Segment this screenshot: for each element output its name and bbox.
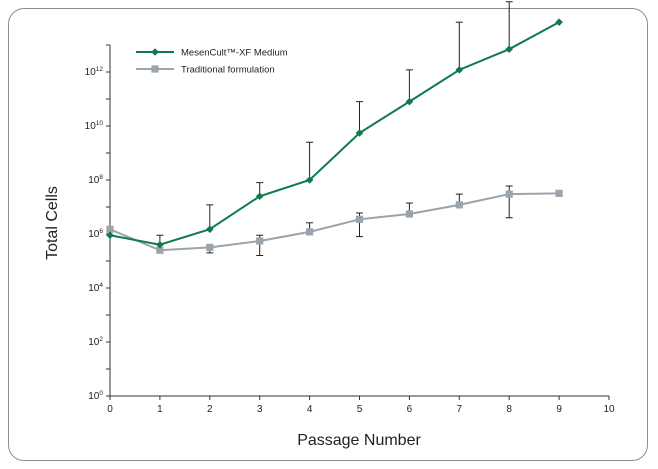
series-layer <box>106 1 563 256</box>
y-tick-label: 106 <box>88 228 103 240</box>
data-point <box>355 215 364 223</box>
series <box>106 18 563 249</box>
data-point <box>355 129 364 137</box>
x-axis-title: Passage Number <box>297 432 421 449</box>
chart-frame <box>8 8 648 461</box>
data-point <box>555 189 563 197</box>
data-point <box>151 48 159 56</box>
y-axis-title: Total Cells <box>44 186 61 260</box>
x-tick-label: 0 <box>107 404 113 415</box>
data-point <box>405 210 413 218</box>
x-tick-label: 9 <box>556 404 562 415</box>
axes: 100 102 104 106 108 1010 1012 0 1 2 3 4 5 6 7 8 9 10 <box>85 44 615 415</box>
data-point <box>151 65 159 73</box>
data-point <box>106 225 114 233</box>
x-tick-label: 5 <box>357 404 363 415</box>
y-tick-label: 108 <box>88 174 103 186</box>
series <box>106 189 563 254</box>
x-tick-label: 7 <box>457 404 463 415</box>
data-point <box>405 97 414 106</box>
series-line <box>109 192 560 252</box>
legend-item: MesenCult™-XF Medium <box>136 48 288 59</box>
y-tick-label: 104 <box>88 282 103 294</box>
x-tick-label: 3 <box>257 404 263 415</box>
data-point <box>555 18 563 26</box>
data-point <box>206 243 214 251</box>
x-tick-label: 4 <box>307 404 313 415</box>
x-tick-label: 1 <box>157 404 163 415</box>
data-point <box>455 66 464 74</box>
series-error-bars <box>206 185 513 256</box>
x-tick-label: 2 <box>207 404 213 415</box>
data-point <box>106 231 114 240</box>
data-point <box>206 225 214 234</box>
y-tick-label: 102 <box>88 336 103 348</box>
data-point <box>156 246 164 254</box>
y-tick-label: 1012 <box>85 66 104 78</box>
data-point <box>305 176 314 184</box>
data-point <box>255 192 264 201</box>
data-point <box>156 240 164 249</box>
series-line <box>109 21 560 246</box>
y-tick-label: 100 <box>88 390 103 402</box>
data-point <box>256 237 264 245</box>
legend-label: MesenCult™-XF Medium <box>181 48 288 59</box>
legend-label: Traditional formulation <box>181 65 275 76</box>
y-tick-label: 1010 <box>85 120 104 132</box>
x-tick-label: 6 <box>407 404 413 415</box>
data-point <box>306 228 314 236</box>
data-point <box>455 201 463 209</box>
legend: MesenCult™-XF Medium Traditional formulat… <box>136 48 288 76</box>
data-point <box>505 45 513 53</box>
data-point <box>505 190 513 198</box>
legend-item: Traditional formulation <box>136 65 275 76</box>
x-tick-label: 8 <box>506 404 512 415</box>
series-error-bars <box>156 1 513 245</box>
x-tick-label: 10 <box>603 404 615 415</box>
